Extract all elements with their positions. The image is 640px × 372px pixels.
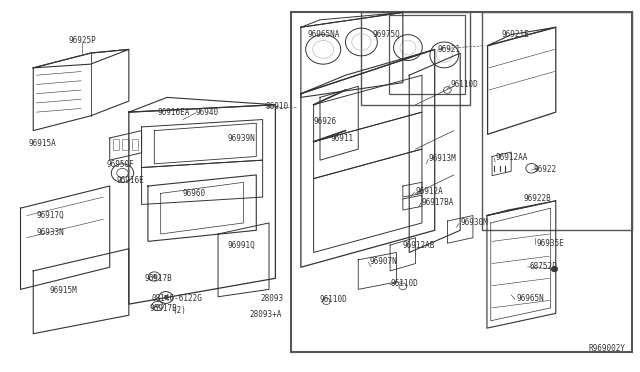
Text: 96935E: 96935E	[537, 239, 564, 248]
Ellipse shape	[551, 266, 557, 272]
Bar	[132, 140, 138, 150]
Text: 96912AA: 96912AA	[495, 153, 527, 162]
Text: 08146-6122G: 08146-6122G	[151, 294, 202, 303]
Text: 96925P: 96925P	[68, 36, 96, 45]
Text: R969002Y: R969002Y	[589, 344, 626, 353]
Bar	[390, 15, 465, 94]
Text: 96926: 96926	[314, 117, 337, 126]
Bar	[291, 13, 632, 352]
Text: 96975Q: 96975Q	[372, 30, 400, 39]
Text: 96965NA: 96965NA	[307, 30, 340, 39]
Text: 96991Q: 96991Q	[228, 241, 255, 250]
Text: 96110D: 96110D	[390, 279, 418, 288]
Bar	[122, 140, 129, 150]
Text: 96907N: 96907N	[370, 257, 397, 266]
Text: 96933N: 96933N	[36, 228, 64, 237]
Text: 96921E: 96921E	[502, 30, 529, 39]
Text: 96939N: 96939N	[228, 134, 255, 142]
Text: 28093: 28093	[260, 294, 284, 303]
Text: B: B	[164, 295, 168, 300]
Text: 96922B: 96922B	[524, 195, 552, 203]
Text: 96965N: 96965N	[516, 294, 544, 303]
Text: 96915A: 96915A	[29, 139, 57, 148]
Text: 68752P: 68752P	[529, 262, 557, 270]
Text: 96960: 96960	[183, 189, 206, 198]
Text: 96917B: 96917B	[145, 274, 173, 283]
Text: 96912AB: 96912AB	[403, 241, 435, 250]
Text: 96940: 96940	[196, 108, 219, 117]
Bar	[362, 13, 470, 105]
Text: 96916E: 96916E	[116, 176, 144, 185]
Text: 96921: 96921	[438, 45, 461, 54]
Text: 96912A: 96912A	[415, 187, 444, 196]
Text: 96916EA: 96916EA	[157, 108, 190, 117]
Text: (2): (2)	[173, 306, 187, 315]
Text: 96917Q: 96917Q	[36, 211, 64, 220]
Text: 28093+A: 28093+A	[250, 310, 282, 319]
Text: 96922: 96922	[534, 165, 557, 174]
Ellipse shape	[155, 304, 160, 308]
Text: 96917B: 96917B	[149, 304, 177, 313]
Bar	[483, 13, 632, 230]
Text: 96110D: 96110D	[451, 80, 478, 89]
Text: 96930M: 96930M	[460, 218, 488, 227]
Text: 96950F: 96950F	[106, 160, 134, 169]
Ellipse shape	[152, 274, 157, 279]
Text: 96910: 96910	[266, 102, 289, 111]
Text: 96110D: 96110D	[320, 295, 348, 304]
Text: 96917BA: 96917BA	[422, 198, 454, 207]
Text: 96911: 96911	[331, 134, 354, 143]
Text: 96913M: 96913M	[428, 154, 456, 163]
Text: 96915M: 96915M	[49, 286, 77, 295]
Bar	[113, 140, 119, 150]
